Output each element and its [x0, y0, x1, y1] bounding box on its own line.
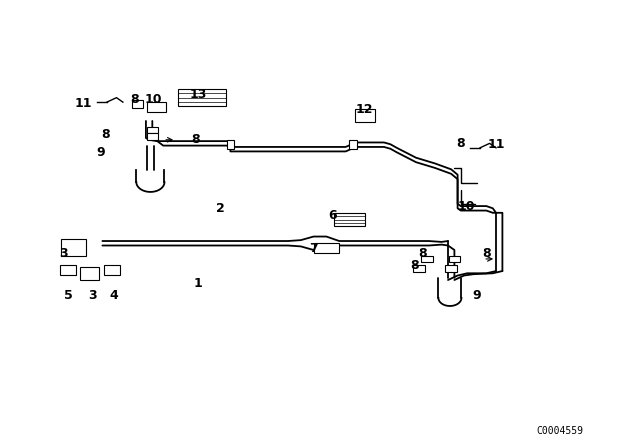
Text: 8: 8 — [130, 93, 139, 106]
Text: 8: 8 — [191, 133, 200, 146]
Bar — [421, 255, 433, 263]
Text: 11: 11 — [487, 138, 505, 151]
Text: 9: 9 — [472, 289, 481, 302]
Text: C0004559: C0004559 — [536, 426, 584, 436]
Text: 10: 10 — [145, 93, 163, 106]
Bar — [413, 265, 425, 272]
Text: 8: 8 — [101, 128, 110, 141]
Bar — [334, 213, 365, 226]
Text: 2: 2 — [216, 202, 225, 215]
Text: 11: 11 — [74, 96, 92, 110]
Bar — [178, 89, 226, 106]
Bar — [104, 265, 120, 275]
Text: 13: 13 — [189, 88, 207, 102]
Bar — [147, 126, 158, 134]
Bar — [80, 267, 99, 280]
Text: 8: 8 — [482, 246, 491, 260]
Bar — [355, 109, 375, 122]
Text: 1: 1 — [194, 276, 203, 290]
Text: 5: 5 — [64, 289, 73, 302]
Bar — [445, 265, 457, 272]
Bar — [314, 243, 339, 253]
Text: 7: 7 — [309, 242, 318, 255]
Bar — [147, 134, 158, 140]
Text: 4: 4 — [109, 289, 118, 302]
Text: 8: 8 — [456, 137, 465, 150]
Text: 9: 9 — [97, 146, 106, 159]
Text: 3: 3 — [60, 246, 68, 260]
Bar — [61, 239, 86, 256]
Text: 12: 12 — [356, 103, 374, 116]
Bar — [349, 140, 357, 149]
Bar — [61, 265, 77, 275]
Text: 6: 6 — [328, 208, 337, 222]
Bar — [227, 140, 234, 149]
Text: 3: 3 — [88, 289, 97, 302]
Text: 8: 8 — [410, 258, 419, 272]
Bar — [147, 102, 166, 112]
Bar — [449, 255, 460, 263]
Text: 10: 10 — [457, 199, 475, 213]
Bar — [132, 100, 143, 108]
Text: 8: 8 — [418, 246, 427, 260]
